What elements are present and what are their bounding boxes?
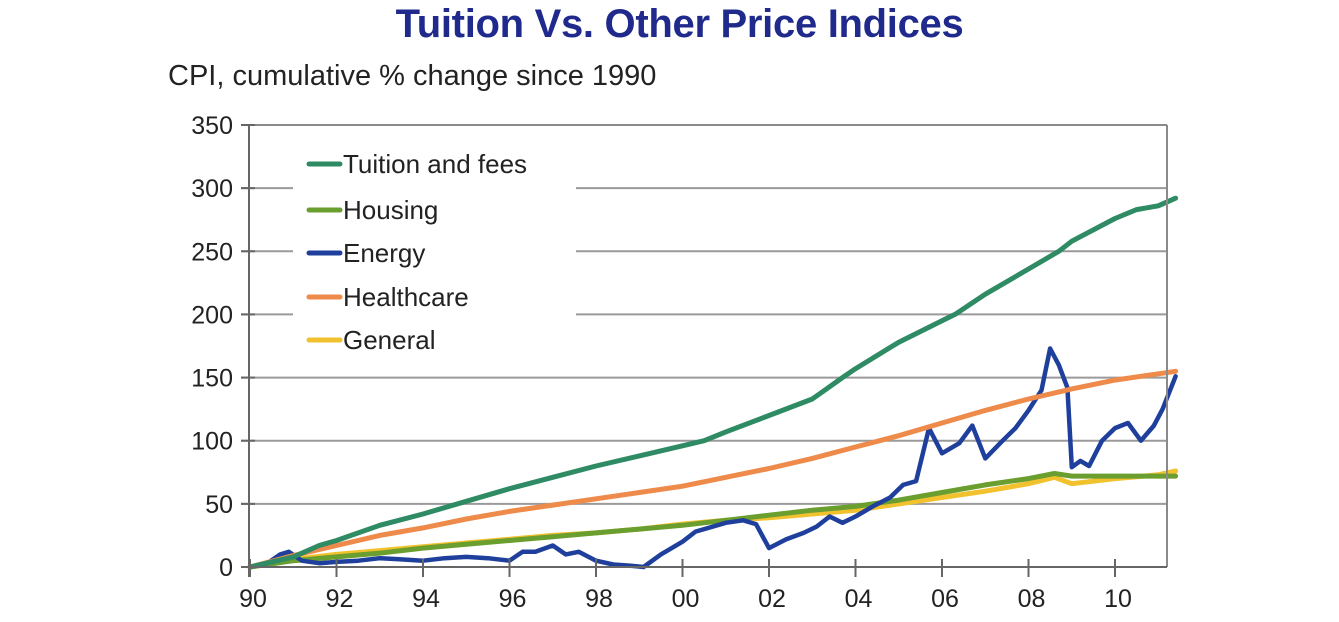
x-tick-label: 00: [672, 585, 700, 613]
y-tick-label: 200: [191, 301, 233, 329]
chart-title: Tuition Vs. Other Price Indices: [395, 2, 964, 46]
legend-item-tuition: Tuition and fees: [306, 149, 527, 179]
legend-label: Energy: [343, 238, 425, 268]
x-tick-label: 98: [585, 585, 613, 613]
y-tick-label: 250: [191, 238, 233, 266]
x-tick-label: 90: [239, 585, 267, 613]
x-tick-label: 02: [758, 585, 786, 613]
y-tick-label: 0: [219, 554, 233, 582]
legend-item-healthcare: Healthcare: [306, 282, 469, 312]
x-tick-label: 06: [931, 585, 959, 613]
legend-label: Tuition and fees: [343, 149, 527, 179]
x-tick-label: 04: [845, 585, 873, 613]
legend-label: Housing: [343, 195, 438, 225]
series-lines: [247, 195, 1179, 570]
y-tick-label: 300: [191, 175, 233, 203]
legend-item-housing: Housing: [306, 195, 438, 225]
legend-label: Healthcare: [343, 282, 469, 312]
axes: 0 50 100 150 200 250 300 350 90 92 94 96 98 00 02 04 06 0…: [191, 112, 1132, 613]
legend: Tuition and fees Housing Energy Healthcare G…: [306, 149, 527, 355]
chart-subtitle: CPI, cumulative % change since 1990: [168, 60, 657, 92]
y-tick-label: 100: [191, 428, 233, 456]
plot-frame: [241, 124, 1168, 577]
series-line-housing: [247, 471, 1179, 570]
legend-label: General: [343, 325, 436, 355]
x-tick-label: 94: [412, 585, 440, 613]
series-line-healthcare: [247, 368, 1179, 570]
y-tick-label: 50: [205, 491, 233, 519]
series-line-tuition: [247, 195, 1179, 570]
x-tick-label: 96: [499, 585, 527, 613]
x-tick-label: 08: [1018, 585, 1046, 613]
x-tick-label: 10: [1104, 585, 1132, 613]
y-tick-label: 150: [191, 365, 233, 393]
x-tick-label: 92: [326, 585, 354, 613]
series-line-energy: [247, 346, 1178, 570]
legend-item-energy: Energy: [306, 238, 425, 268]
y-tick-label: 350: [191, 112, 233, 140]
legend-item-general: General: [306, 325, 436, 355]
